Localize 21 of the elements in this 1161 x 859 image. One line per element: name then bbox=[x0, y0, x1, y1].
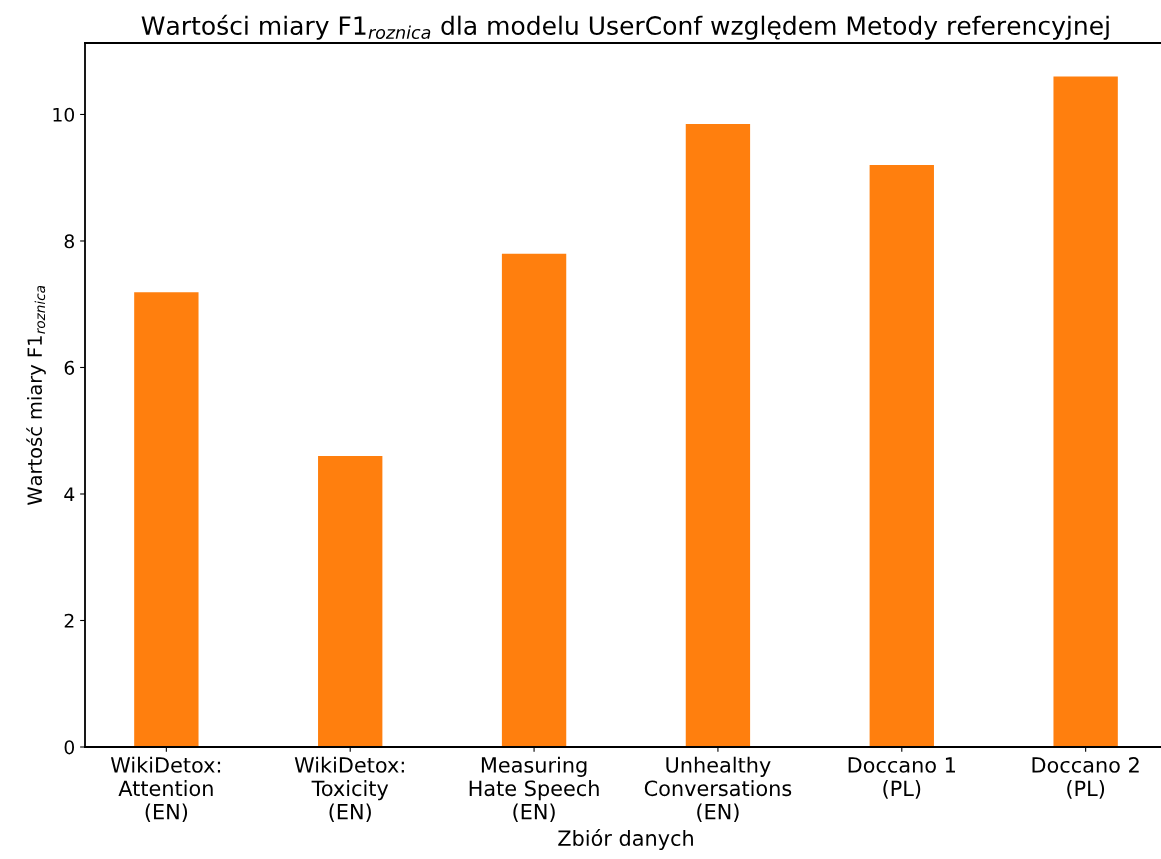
y-tick-label: 0 bbox=[64, 740, 75, 755]
x-tick-label: WikiDetox: Toxicity (EN) bbox=[294, 756, 404, 822]
bar bbox=[501, 253, 567, 747]
x-tick-label: Doccano 2 (PL) bbox=[1032, 757, 1139, 799]
y-tick-label: 6 bbox=[64, 360, 75, 375]
x-tick-label: Measuring Hate Speech (EN) bbox=[469, 756, 599, 822]
y-tick-label: 2 bbox=[64, 613, 74, 628]
chart-title: Wartości miary F1$_{roznica}$ dla modelu UserConf względem Metody referencyjnej bbox=[141, 14, 1109, 40]
x-tick-label: WikiDetox: Attention (EN) bbox=[110, 756, 221, 822]
x-tick-label: Doccano 1 (PL) bbox=[848, 757, 956, 799]
y-axis-title: Wartość miary F1$_{roznica}$ bbox=[26, 285, 46, 505]
bar bbox=[1053, 76, 1118, 747]
bar bbox=[869, 165, 934, 747]
x-axis-title: Zbiór danych bbox=[558, 829, 693, 851]
y-tick-label: 4 bbox=[64, 487, 75, 502]
y-tick-label: 10 bbox=[53, 107, 75, 122]
bar bbox=[134, 292, 199, 747]
bar bbox=[685, 123, 751, 747]
bar bbox=[318, 456, 383, 747]
x-tick-label: Unhealthy Conversations (EN) bbox=[644, 756, 792, 822]
y-tick-label: 8 bbox=[64, 234, 74, 249]
